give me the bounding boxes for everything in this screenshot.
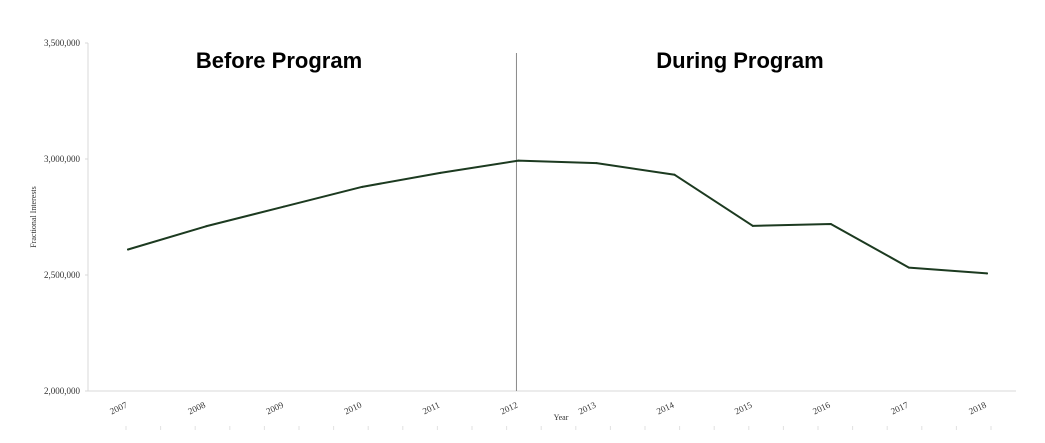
y-tick-label: 2,000,000	[44, 386, 81, 396]
data-point	[283, 205, 286, 208]
data-point	[127, 248, 129, 251]
x-axis-title: Year	[554, 413, 569, 422]
data-point	[517, 159, 520, 162]
data-point	[439, 171, 442, 174]
x-axis: 2007 2008 2009 2010 2011 2012 2013 2014 2015 2016…	[88, 390, 1016, 430]
data-point	[829, 222, 832, 225]
data-point	[673, 173, 676, 176]
axis-titles: Year Fractional Interests	[29, 186, 569, 422]
x-tick-label: 2013	[577, 400, 598, 417]
data-point	[595, 162, 598, 165]
data-point	[751, 224, 754, 227]
before-program-label: Before Program	[196, 48, 362, 73]
x-tick-label: 2017	[889, 400, 910, 417]
series-layer	[127, 159, 988, 275]
y-tick-label: 2,500,000	[44, 270, 81, 280]
annotation-layer: Before Program During Program	[196, 48, 824, 73]
x-tick-label: 2016	[811, 400, 832, 417]
y-tick-label: 3,000,000	[44, 154, 81, 164]
y-axis-title: Fractional Interests	[29, 186, 38, 248]
y-tick-label: 3,500,000	[44, 38, 81, 48]
data-point	[205, 225, 208, 228]
x-tick-label: 2008	[186, 400, 207, 417]
x-tick-label: 2014	[655, 400, 676, 417]
data-point	[361, 185, 364, 188]
during-program-label: During Program	[656, 48, 823, 73]
x-tick-label: 2015	[733, 400, 754, 417]
x-tick-label: 2007	[108, 400, 129, 417]
x-tick-label: 2009	[264, 400, 285, 417]
x-tick-label: 2018	[967, 400, 988, 417]
x-tick-label: 2010	[343, 400, 364, 417]
y-axis: 2,000,000 2,500,000 3,000,000 3,500,000	[44, 38, 89, 396]
x-tick-label: 2012	[499, 400, 520, 417]
data-point	[986, 272, 988, 275]
x-tick-label: 2011	[421, 400, 441, 417]
data-point	[907, 266, 910, 269]
series-line	[127, 159, 988, 275]
